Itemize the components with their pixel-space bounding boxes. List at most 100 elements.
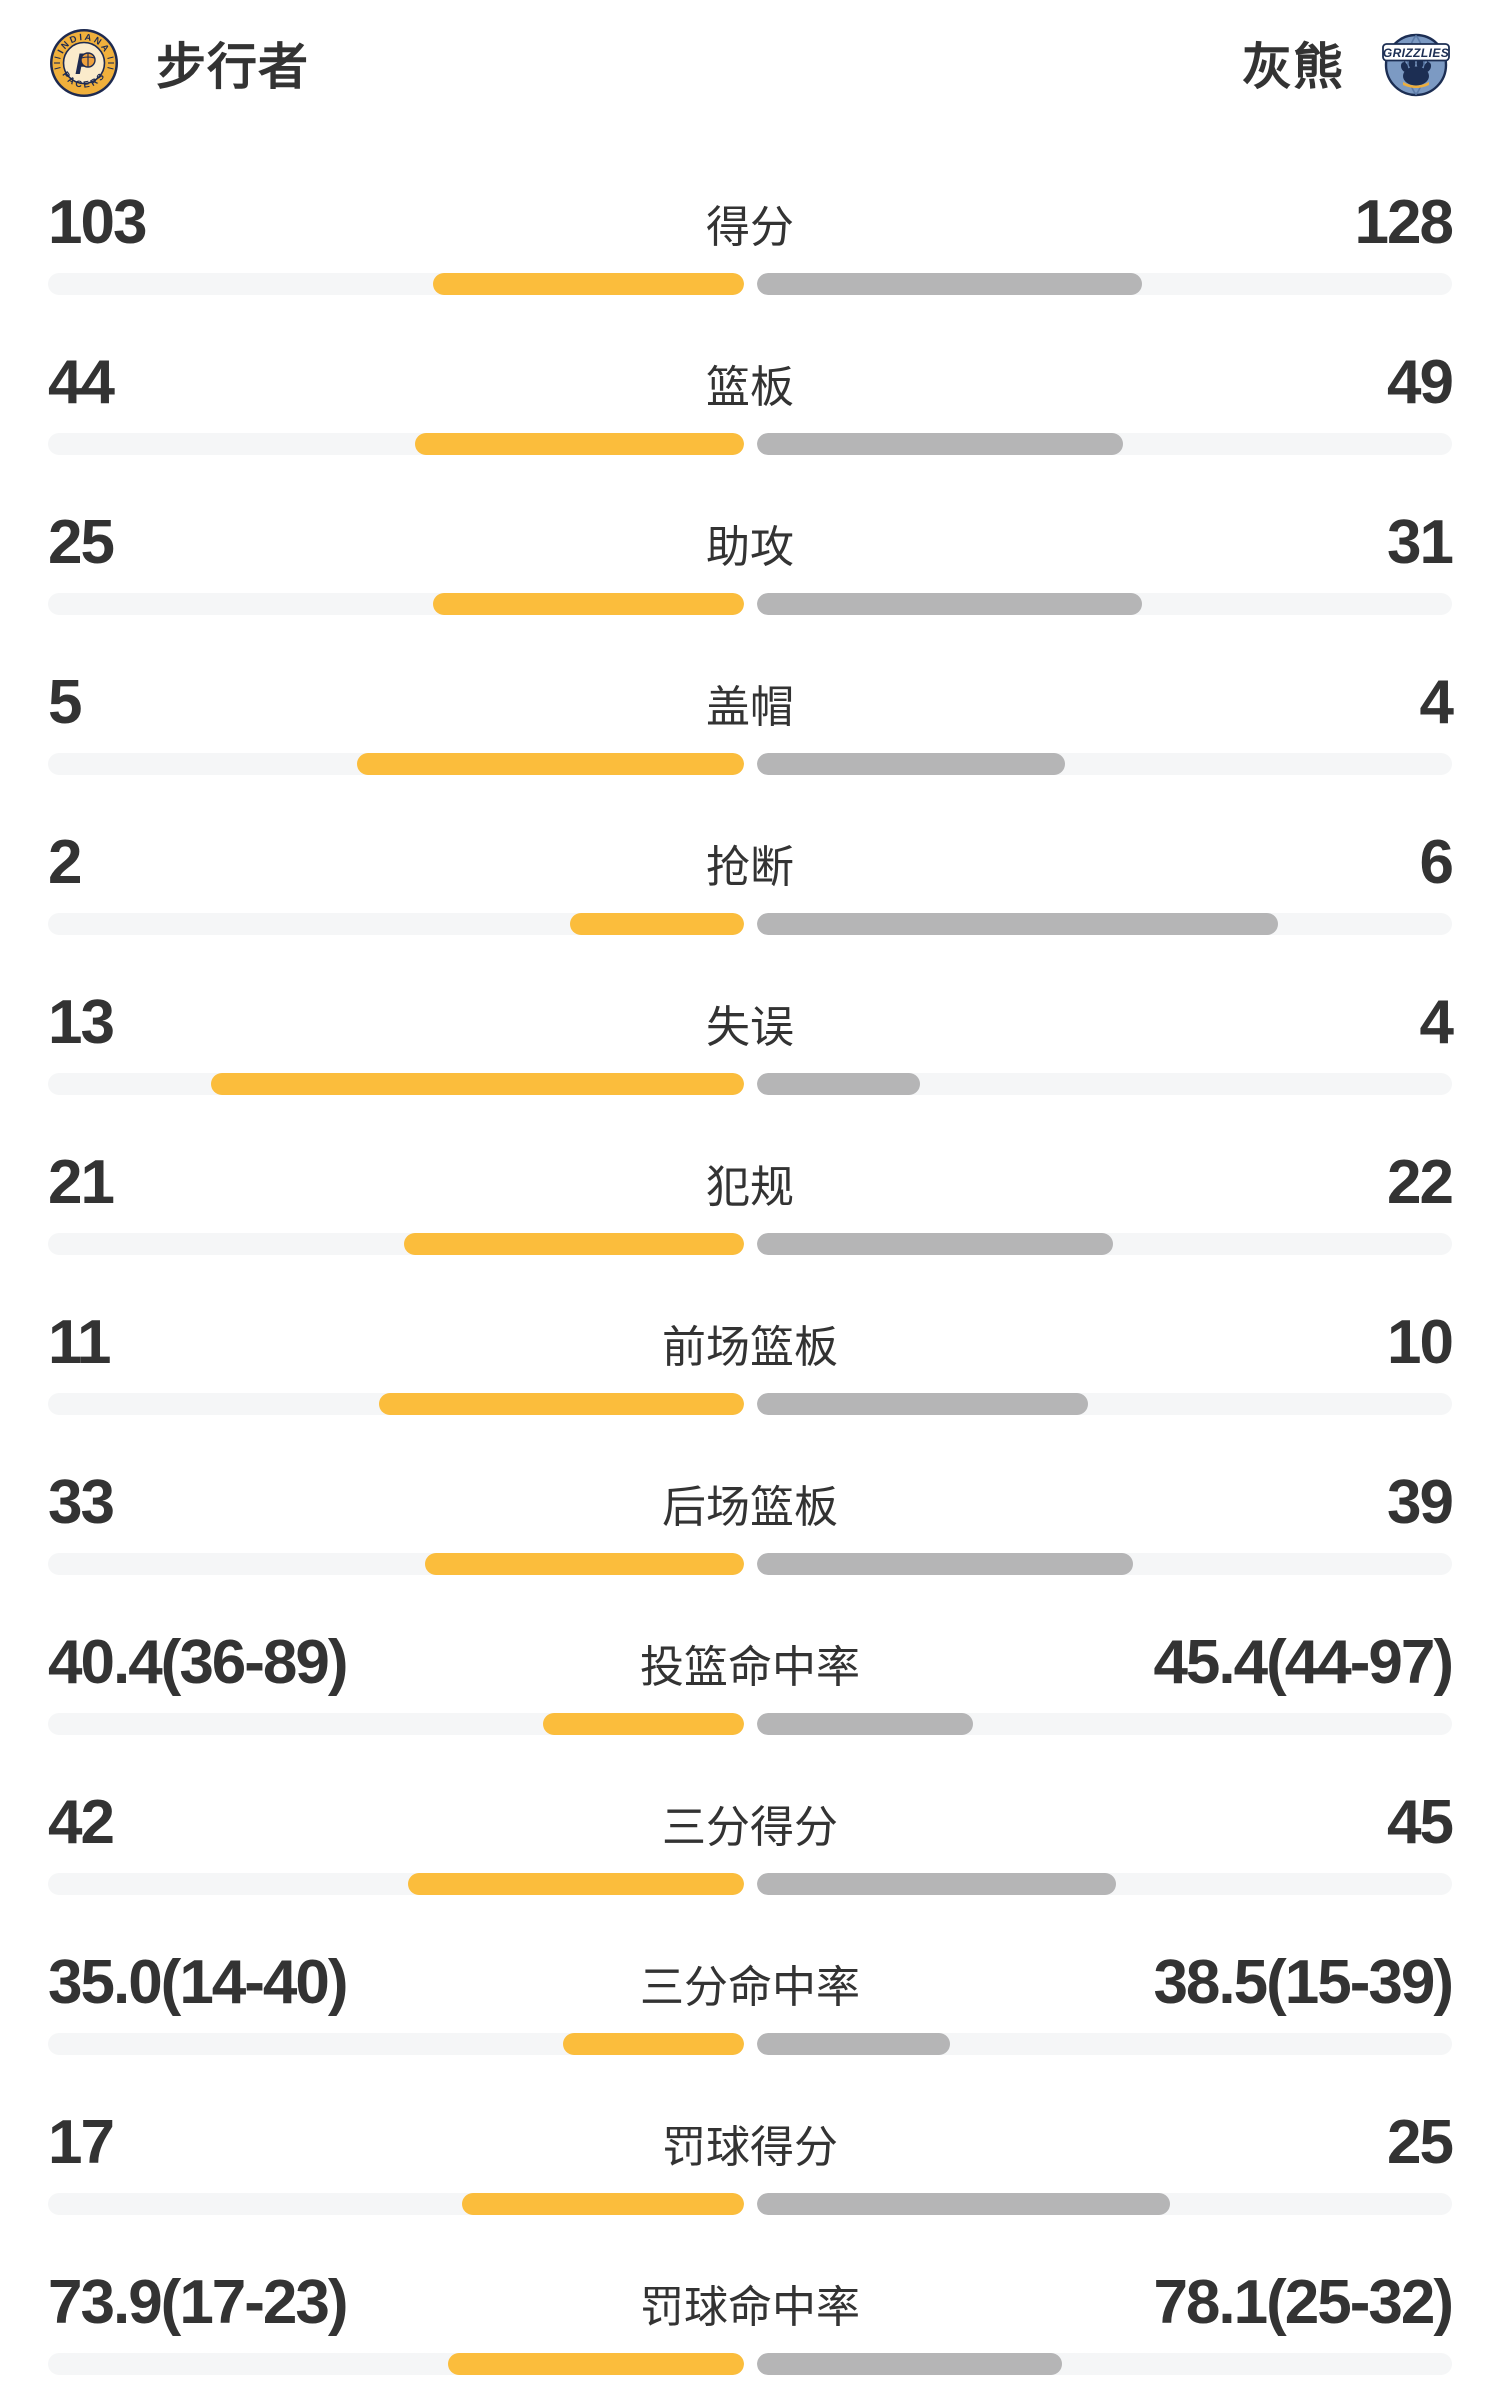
- home-value: 25: [48, 508, 115, 577]
- home-value: 73.9(17-23): [48, 2268, 349, 2337]
- header: INDIANA PACERS P 步行者 灰熊 GRIZZLIES: [0, 0, 1500, 125]
- stat-values: 17 罚球得分 25: [48, 2107, 1454, 2179]
- stat-label: 盖帽: [706, 683, 794, 732]
- stat-row: 5 盖帽 4: [0, 641, 1500, 801]
- stat-values: 103 得分 128: [48, 187, 1454, 259]
- stat-bar: [48, 433, 1452, 455]
- home-value: 35.0(14-40): [48, 1948, 349, 2017]
- pacers-logo-icon: INDIANA PACERS P: [50, 28, 118, 97]
- home-value: 11: [48, 1308, 112, 1377]
- home-team-name: 步行者: [156, 38, 309, 95]
- stat-bar: [48, 913, 1452, 935]
- away-bar-fill: [756, 1233, 1113, 1255]
- home-value: 44: [48, 348, 115, 417]
- away-value: 31: [1387, 508, 1454, 577]
- grizzlies-logo-icon: GRIZZLIES: [1382, 33, 1450, 96]
- away-bar-track: [756, 1553, 1452, 1575]
- stat-values: 25 助攻 31: [48, 507, 1454, 579]
- home-value: 103: [48, 188, 147, 257]
- away-bar-track: [756, 2033, 1452, 2055]
- stat-values: 33 后场篮板 39: [48, 1467, 1454, 1539]
- away-value: 6: [1419, 828, 1455, 897]
- home-bar-fill: [433, 593, 744, 615]
- stat-label: 投篮命中率: [640, 1643, 860, 1692]
- away-bar-track: [756, 753, 1452, 775]
- away-bar-track: [756, 2193, 1452, 2215]
- away-bar-fill: [756, 2193, 1171, 2215]
- stat-row: 103 得分 128: [0, 161, 1500, 321]
- stat-values: 11 前场篮板 10: [48, 1307, 1454, 1379]
- away-bar-track: [756, 273, 1452, 295]
- home-value: 40.4(36-89): [48, 1628, 349, 1697]
- away-bar-track: [756, 1873, 1452, 1895]
- stat-bar: [48, 273, 1452, 295]
- stat-label: 犯规: [706, 1163, 794, 1212]
- stat-row: 33 后场篮板 39: [0, 1441, 1500, 1601]
- home-bar-track: [48, 433, 744, 455]
- stat-row: 44 篮板 49: [0, 321, 1500, 481]
- home-bar-track: [48, 1393, 744, 1415]
- stats-list: 103 得分 128 44 篮板 49 25: [0, 161, 1500, 2401]
- stat-bar: [48, 2033, 1452, 2055]
- stat-values: 42 三分得分 45: [48, 1787, 1454, 1859]
- grizzlies-logo-text: GRIZZLIES: [1383, 45, 1449, 59]
- away-bar-fill: [756, 1873, 1117, 1895]
- home-bar-fill: [414, 433, 744, 455]
- away-bar-fill: [756, 1553, 1134, 1575]
- home-bar-track: [48, 2033, 744, 2055]
- away-value: 128: [1354, 188, 1454, 257]
- away-bar-fill: [756, 2033, 950, 2055]
- away-bar-fill: [756, 753, 1066, 775]
- home-bar-fill: [404, 1233, 744, 1255]
- stat-row: 2 抢断 6: [0, 801, 1500, 961]
- home-bar-track: [48, 913, 744, 935]
- away-bar-track: [756, 1073, 1452, 1095]
- home-bar-track: [48, 2353, 744, 2375]
- stat-bar: [48, 1073, 1452, 1095]
- stat-bar: [48, 1393, 1452, 1415]
- away-value: 4: [1419, 668, 1455, 737]
- home-bar-track: [48, 2193, 744, 2215]
- stat-bar: [48, 753, 1452, 775]
- stat-values: 13 失误 4: [48, 987, 1455, 1059]
- home-bar-fill: [433, 273, 744, 295]
- away-bar-track: [756, 433, 1452, 455]
- away-value: 39: [1387, 1468, 1454, 1537]
- home-value: 33: [48, 1468, 115, 1537]
- away-value: 25: [1387, 2108, 1454, 2177]
- stat-row: 73.9(17-23) 罚球命中率 78.1(25-32): [0, 2241, 1500, 2401]
- away-value: 49: [1387, 348, 1454, 417]
- home-bar-fill: [211, 1073, 744, 1095]
- stat-row: 13 失误 4: [0, 961, 1500, 1121]
- home-value: 21: [48, 1148, 115, 1217]
- stat-label: 抢断: [706, 843, 794, 892]
- home-bar-track: [48, 1233, 744, 1255]
- away-bar-track: [756, 913, 1452, 935]
- stat-label: 失误: [706, 1003, 794, 1052]
- stat-bar: [48, 2193, 1452, 2215]
- away-team-header: 灰熊 GRIZZLIES: [1242, 27, 1452, 99]
- stat-values: 2 抢断 6: [48, 827, 1455, 899]
- stat-values: 44 篮板 49: [48, 347, 1454, 419]
- away-bar-fill: [756, 1713, 974, 1735]
- home-bar-fill: [424, 1553, 744, 1575]
- stat-label: 得分: [706, 203, 794, 252]
- stat-label: 罚球命中率: [640, 2283, 860, 2332]
- away-bar-track: [756, 1393, 1452, 1415]
- stat-values: 5 盖帽 4: [48, 667, 1455, 739]
- home-bar-fill: [407, 1873, 744, 1895]
- stat-row: 11 前场篮板 10: [0, 1281, 1500, 1441]
- stat-label: 罚球得分: [662, 2123, 838, 2172]
- away-value: 4: [1419, 988, 1455, 1057]
- away-bar-track: [756, 1233, 1452, 1255]
- home-bar-fill: [461, 2193, 744, 2215]
- away-bar-fill: [756, 273, 1142, 295]
- home-bar-fill: [569, 913, 744, 935]
- home-bar-fill: [543, 1713, 744, 1735]
- stat-row: 17 罚球得分 25: [0, 2081, 1500, 2241]
- home-bar-track: [48, 1553, 744, 1575]
- stat-bar: [48, 1873, 1452, 1895]
- home-value: 13: [48, 988, 115, 1057]
- stat-values: 73.9(17-23) 罚球命中率 78.1(25-32): [48, 2267, 1454, 2339]
- stat-bar: [48, 1713, 1452, 1735]
